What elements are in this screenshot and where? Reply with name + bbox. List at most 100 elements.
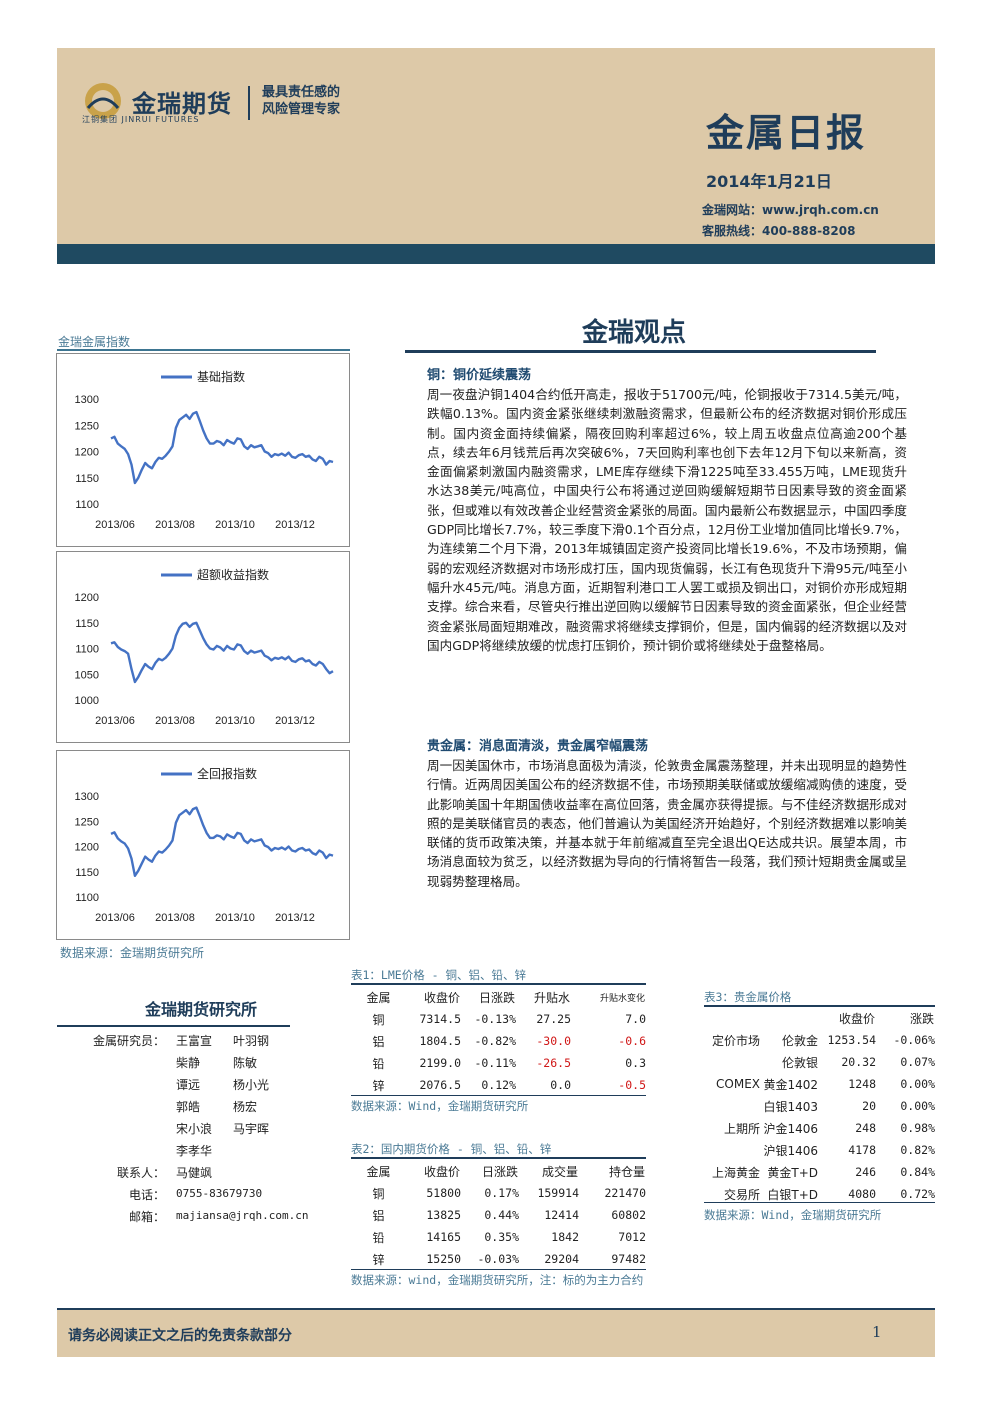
table-cell: 0.0 xyxy=(550,1078,571,1092)
section-divider xyxy=(405,350,876,353)
table-cell: 伦敦银 xyxy=(781,1055,818,1070)
table-cell: 黄金T+D xyxy=(767,1165,818,1180)
y-tick-label: 1200 xyxy=(75,447,99,459)
table-cell: COMEX xyxy=(716,1077,760,1091)
series-line xyxy=(110,621,334,684)
table-cell: 0.98% xyxy=(900,1121,935,1135)
table-cell: 铝 xyxy=(372,1034,385,1049)
table-cell: 12414 xyxy=(544,1208,579,1222)
researcher-name: 柴静 xyxy=(176,1056,201,1070)
legend-label: 基础指数 xyxy=(197,369,245,384)
x-tick-label: 2013/10 xyxy=(215,912,255,924)
column-header: 收盘价 xyxy=(838,1011,875,1026)
lme-price-table: 金属 收盘价 日涨跌 升贴水 升贴水变化 铜 7314.5 -0.13% 27.25 7.0 铝 1… xyxy=(351,986,646,1096)
y-tick-label: 1050 xyxy=(75,669,99,681)
table-cell: 2199.0 xyxy=(419,1056,461,1070)
table-row: 铜 51800 0.17% 159914 221470 xyxy=(351,1182,646,1204)
researcher-name: 宋小浪 xyxy=(176,1122,213,1136)
column-header: 日涨跌 xyxy=(478,990,515,1005)
table2-header: 金属 收盘价 日涨跌 成交量 持仓量 xyxy=(351,1160,646,1182)
table-cell: 0.00% xyxy=(900,1099,935,1113)
table1-caption: 表1：LME价格 - 铜、铝、铅、锌 xyxy=(351,968,526,982)
table-row: COMEX 黄金1402 1248 0.00% xyxy=(700,1073,935,1095)
header-bar xyxy=(57,244,935,264)
table-cell: 锌 xyxy=(372,1252,385,1267)
table-cell: -0.03% xyxy=(477,1252,519,1266)
column-header: 涨跌 xyxy=(909,1011,934,1026)
table-cell: 0.72% xyxy=(900,1187,935,1201)
researcher-name: 叶羽钢 xyxy=(233,1034,270,1048)
table-cell xyxy=(700,1051,760,1073)
phone-role: 电话： xyxy=(128,1188,165,1202)
table-cell: 7012 xyxy=(618,1230,646,1244)
column-header: 持仓量 xyxy=(608,1164,645,1179)
total-return-index-chart: 1100 1150 1200 1250 1300 2013/06 2013/08 2013/1… xyxy=(75,766,334,924)
table1-header: 金属 收盘价 日涨跌 升贴水 升贴水变化 xyxy=(351,986,646,1008)
column-header: 升贴水变化 xyxy=(599,993,645,1004)
logo-mark-icon xyxy=(85,83,121,119)
table3-caption: 表3：贵金属价格 xyxy=(704,990,792,1004)
x-tick-label: 2013/08 xyxy=(155,715,195,727)
slogan: 最具责任感的 风险管理专家 xyxy=(262,85,341,117)
table-cell: 27.25 xyxy=(536,1012,571,1026)
table-cell: 1248 xyxy=(848,1077,876,1091)
table-cell: -0.6 xyxy=(618,1034,646,1048)
table-cell: 铜 xyxy=(372,1186,385,1201)
researcher-name: 郭皓 xyxy=(176,1100,201,1114)
precious-heading: 贵金属：消息面清淡，贵金属窄幅震荡 xyxy=(427,739,649,754)
table-row: 锌 2076.5 0.12% 0.0 -0.5 xyxy=(351,1074,646,1096)
table-cell: 20.32 xyxy=(841,1055,876,1069)
table1-source: 数据来源：Wind，金瑞期货研究所 xyxy=(351,1099,529,1113)
table-cell: 上海黄金 xyxy=(711,1165,760,1180)
base-index-chart: 1100 1150 1200 1250 1300 2013/06 2013/08 2013/1… xyxy=(75,369,334,531)
series-line xyxy=(110,410,334,485)
email-address[interactable]: majiansa@jrqh.com.cn xyxy=(176,1209,309,1222)
chart-excess-index: 1000 1050 1100 1150 1200 2013/06 2013/08 2013/1… xyxy=(56,551,350,743)
contact-name: 马健飒 xyxy=(176,1166,213,1180)
x-tick-label: 2013/06 xyxy=(95,912,135,924)
table-cell: 黄金1402 xyxy=(763,1077,818,1092)
x-tick-label: 2013/10 xyxy=(215,715,255,727)
researcher-name: 谭远 xyxy=(176,1078,201,1092)
table-cell: 沪金1406 xyxy=(763,1121,818,1136)
table-cell: 铅 xyxy=(372,1056,385,1071)
brand-name-en: 江铜集团 JINRUI FUTURES xyxy=(82,115,200,124)
table-cell: 15250 xyxy=(426,1252,461,1266)
y-tick-label: 1300 xyxy=(75,394,99,406)
website-link[interactable]: 金瑞网站：www.jrqh.com.cn xyxy=(702,203,879,217)
table2-top-rule xyxy=(351,1157,646,1159)
table-cell: 20 xyxy=(862,1099,876,1113)
table-cell: -0.13% xyxy=(474,1012,516,1026)
x-tick-label: 2013/12 xyxy=(275,912,315,924)
table-cell: 1804.5 xyxy=(419,1034,461,1048)
y-tick-label: 1200 xyxy=(75,592,99,604)
report-title: 金属日报 xyxy=(706,111,867,155)
x-tick-label: 2013/12 xyxy=(275,715,315,727)
table-row: 伦敦银 20.32 0.07% xyxy=(700,1051,935,1073)
table-row: 锌 15250 -0.03% 29204 97482 xyxy=(351,1248,646,1270)
report-date: 2014年1月21日 xyxy=(706,172,832,191)
table-cell: 白银T+D xyxy=(767,1187,818,1202)
table1-top-rule xyxy=(351,983,646,985)
contact-role: 联系人： xyxy=(116,1166,165,1180)
logo-divider xyxy=(248,86,250,120)
table-row: 上海黄金 黄金T+D 246 0.84% xyxy=(700,1161,935,1183)
column-header: 日涨跌 xyxy=(481,1164,518,1179)
table-cell: -0.5 xyxy=(618,1078,646,1092)
table-cell: 0.35% xyxy=(484,1230,519,1244)
column-header: 金属 xyxy=(366,1164,391,1179)
copper-body: 周一夜盘沪铜1404合约低开高走，报收于51700元/吨，伦铜报收于7314.5… xyxy=(427,387,907,653)
disclaimer-notice[interactable]: 请务必阅读正文之后的免责条款部分 xyxy=(68,1328,292,1344)
table-cell: 246 xyxy=(855,1165,876,1179)
researcher-name: 李孝华 xyxy=(176,1144,213,1158)
table-row: 铅 2199.0 -0.11% -26.5 0.3 xyxy=(351,1052,646,1074)
table-row: 上期所 沪金1406 248 0.98% xyxy=(700,1117,935,1139)
researcher-name: 王富宣 xyxy=(176,1034,213,1048)
y-tick-label: 1100 xyxy=(75,892,99,904)
email-role: 邮箱： xyxy=(128,1210,165,1224)
x-tick-label: 2013/12 xyxy=(275,519,315,531)
series-line xyxy=(110,806,334,878)
table2-source: 数据来源：wind，金瑞期货研究所，注：标的为主力合约 xyxy=(351,1273,644,1287)
y-tick-label: 1000 xyxy=(75,695,99,707)
table-cell: 1253.54 xyxy=(827,1033,876,1047)
